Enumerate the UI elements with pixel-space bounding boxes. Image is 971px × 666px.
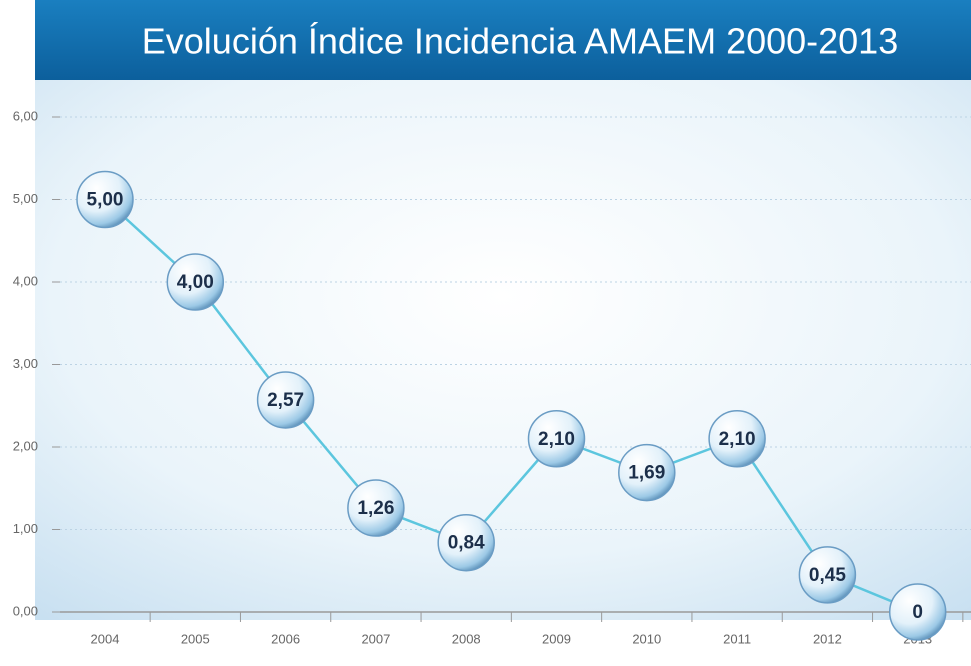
x-tick-label: 2011 (723, 631, 751, 646)
data-label: 0,45 (809, 565, 846, 586)
line (104, 198, 919, 614)
y-tick-label: 6,00 (13, 108, 38, 123)
x-tick-label: 2009 (542, 631, 571, 646)
data-label: 4,00 (177, 272, 214, 293)
x-tick-label: 2005 (181, 631, 210, 646)
bubble-marker (347, 479, 405, 537)
data-label: 0,84 (448, 533, 485, 554)
bubble-marker (166, 253, 225, 311)
title-banner (35, 0, 971, 80)
x-tick-label: 2004 (91, 631, 120, 646)
bubble-marker (708, 410, 766, 468)
bubble-marker (437, 513, 495, 572)
y-tick-label: 5,00 (13, 191, 38, 206)
data-label: 2,10 (538, 429, 575, 450)
data-label: 1,26 (357, 498, 394, 519)
data-label: 2,10 (719, 429, 756, 450)
bubble-marker (888, 583, 947, 641)
y-tick-label: 3,00 (13, 356, 38, 371)
data-label: 1,69 (628, 463, 665, 484)
chart-title: Evolución Índice Incidencia AMAEM 2000-2… (142, 21, 898, 62)
x-tick-label: 2006 (271, 631, 300, 646)
y-tick-label: 0,00 (13, 603, 38, 618)
y-tick-label: 4,00 (13, 273, 38, 288)
x-tick-label: 2007 (361, 631, 390, 646)
bubble-marker (256, 371, 315, 429)
data-label: 0 (912, 602, 923, 623)
bubble-marker (527, 410, 586, 468)
x-tick-label: 2010 (632, 631, 661, 646)
x-tick-label: 2012 (813, 631, 842, 646)
plot-background (35, 80, 971, 620)
data-label: 2,57 (267, 390, 304, 411)
y-tick-label: 2,00 (13, 438, 38, 453)
bubble-marker (76, 170, 134, 229)
bubble-marker (798, 546, 857, 604)
bubble-marker (618, 443, 676, 502)
data-label: 5,00 (87, 190, 124, 211)
y-tick-label: 1,00 (13, 521, 38, 536)
x-tick-label: 2008 (452, 631, 481, 646)
